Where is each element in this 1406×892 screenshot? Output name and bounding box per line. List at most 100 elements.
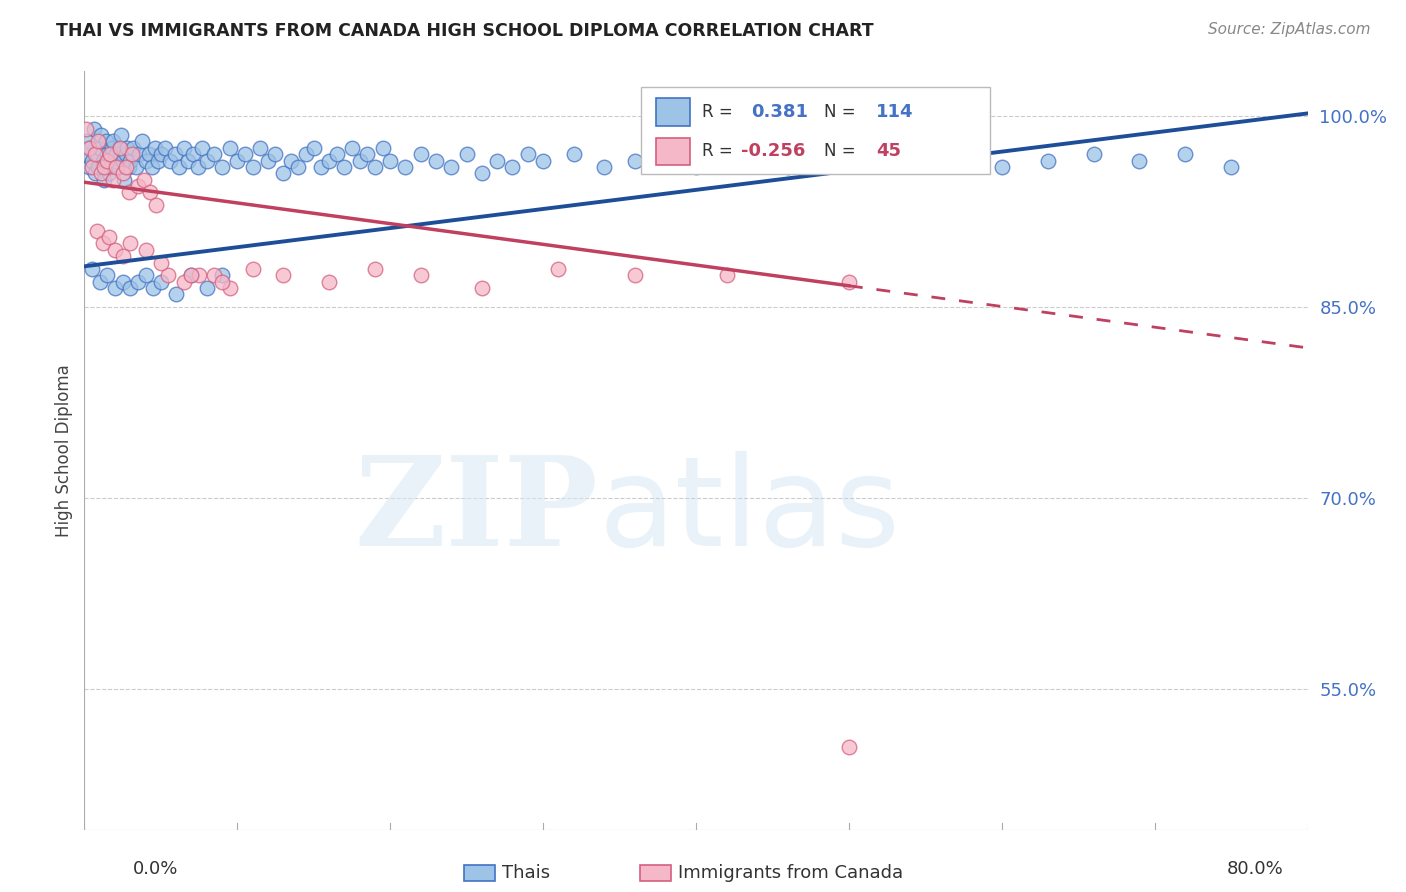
- Point: [547, 261, 569, 276]
- Point: [114, 147, 136, 161]
- Point: [120, 153, 142, 168]
- Point: [425, 153, 447, 168]
- Point: [287, 160, 309, 174]
- Point: [180, 268, 202, 283]
- Point: [120, 281, 142, 295]
- Point: [89, 275, 111, 289]
- Point: [202, 147, 225, 161]
- Point: [280, 153, 302, 168]
- Point: [211, 160, 233, 174]
- Point: [1083, 147, 1105, 161]
- Point: [295, 147, 318, 161]
- Point: [75, 121, 97, 136]
- Point: [89, 141, 111, 155]
- Point: [93, 160, 115, 174]
- Point: [181, 147, 204, 161]
- Point: [562, 147, 585, 161]
- Point: [271, 268, 294, 283]
- Point: [131, 135, 153, 149]
- Point: [97, 230, 120, 244]
- Point: [333, 160, 356, 174]
- Point: [91, 236, 114, 251]
- Point: [211, 275, 233, 289]
- Point: [135, 243, 157, 257]
- Point: [142, 281, 165, 295]
- Point: [191, 141, 214, 155]
- Point: [271, 166, 294, 180]
- Point: [233, 147, 256, 161]
- Point: [139, 186, 162, 200]
- Point: [80, 153, 103, 168]
- Point: [90, 128, 112, 142]
- Point: [716, 268, 738, 283]
- Text: N =: N =: [824, 143, 862, 161]
- Point: [167, 160, 190, 174]
- Point: [163, 147, 186, 161]
- Point: [195, 153, 218, 168]
- Point: [104, 153, 127, 168]
- Point: [84, 147, 107, 161]
- Point: [731, 153, 754, 168]
- Point: [1128, 153, 1150, 168]
- Point: [79, 141, 101, 155]
- Point: [1174, 147, 1197, 161]
- Point: [593, 160, 616, 174]
- Point: [111, 249, 134, 263]
- Point: [98, 160, 121, 174]
- Point: [77, 141, 100, 155]
- Point: [138, 147, 160, 161]
- Point: [471, 166, 494, 180]
- Point: [98, 147, 121, 161]
- Point: [80, 160, 103, 174]
- Point: [120, 236, 142, 251]
- Point: [249, 141, 271, 155]
- Point: [502, 160, 524, 174]
- Point: [145, 198, 167, 212]
- Point: [128, 147, 150, 161]
- Point: [195, 281, 218, 295]
- Point: [143, 141, 166, 155]
- Point: [121, 147, 143, 161]
- Point: [87, 160, 110, 174]
- Point: [1036, 153, 1059, 168]
- Point: [114, 160, 136, 174]
- Point: [340, 141, 363, 155]
- Point: [97, 166, 120, 180]
- Point: [159, 153, 181, 168]
- Point: [111, 153, 134, 168]
- Point: [96, 147, 118, 161]
- Point: [186, 160, 208, 174]
- Point: [776, 160, 799, 174]
- Point: [104, 281, 127, 295]
- Point: [173, 141, 195, 155]
- Point: [108, 141, 131, 155]
- Text: THAI VS IMMIGRANTS FROM CANADA HIGH SCHOOL DIPLOMA CORRELATION CHART: THAI VS IMMIGRANTS FROM CANADA HIGH SCHO…: [56, 22, 875, 40]
- Point: [211, 268, 233, 283]
- Point: [84, 166, 107, 180]
- Point: [325, 147, 347, 161]
- Point: [83, 121, 105, 136]
- FancyBboxPatch shape: [641, 87, 990, 174]
- Bar: [655, 137, 690, 165]
- Point: [90, 166, 112, 180]
- Point: [624, 153, 647, 168]
- Point: [149, 255, 172, 269]
- Point: [107, 160, 129, 174]
- Point: [991, 160, 1014, 174]
- Point: [104, 243, 127, 257]
- Point: [96, 153, 118, 168]
- Point: [76, 135, 98, 149]
- Point: [371, 141, 394, 155]
- Point: [624, 268, 647, 283]
- Point: [105, 160, 128, 174]
- Point: [364, 160, 387, 174]
- Point: [101, 141, 124, 155]
- Text: Thais: Thais: [502, 864, 550, 882]
- Point: [838, 739, 860, 754]
- Text: R =: R =: [702, 143, 738, 161]
- Point: [127, 179, 149, 194]
- Text: ZIP: ZIP: [354, 450, 598, 572]
- Point: [409, 268, 432, 283]
- Point: [118, 186, 141, 200]
- Point: [929, 147, 952, 161]
